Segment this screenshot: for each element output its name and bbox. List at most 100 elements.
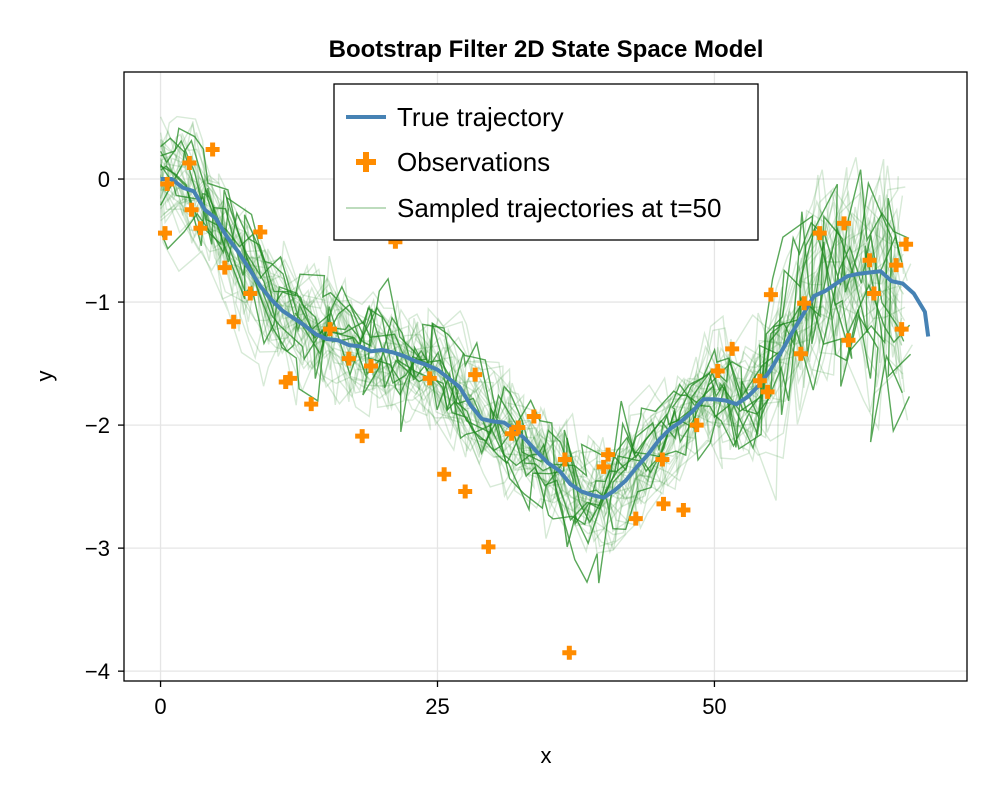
observation-point xyxy=(562,645,577,660)
observation-point xyxy=(341,351,356,366)
x-tick-label: 50 xyxy=(702,694,726,719)
observation-point xyxy=(184,202,199,217)
sampled-trajectory-line xyxy=(159,139,909,536)
sampled-trajectory-line xyxy=(159,133,900,516)
sampled-trajectory-line xyxy=(159,174,905,535)
observation-point xyxy=(899,237,914,252)
sampled-trajectory-line xyxy=(159,141,902,551)
sampled-trajectory-line xyxy=(159,139,911,526)
observation-point xyxy=(793,346,808,361)
sampled-trajectory-line xyxy=(159,139,901,526)
observation-point xyxy=(226,314,241,329)
observation-point xyxy=(422,371,437,386)
observation-point xyxy=(157,226,172,241)
observation-point xyxy=(458,484,473,499)
observation-point xyxy=(304,397,319,412)
sampled-trajectory-line xyxy=(159,180,912,522)
observation-point xyxy=(437,467,452,482)
sampled-trajectory-line xyxy=(160,165,911,478)
observation-point xyxy=(894,322,909,337)
legend: True trajectory Observations Sampled tra… xyxy=(333,83,759,241)
sampled-trajectory-line xyxy=(159,157,904,533)
observation-point xyxy=(364,359,379,374)
y-tick-label: −2 xyxy=(85,413,110,438)
plot-frame xyxy=(123,71,968,682)
y-tick-label: −3 xyxy=(85,536,110,561)
sampled-trajectory-line xyxy=(159,158,899,546)
sampled-trajectory-line xyxy=(159,116,906,526)
observation-point xyxy=(812,226,827,241)
legend-label-observations: Observations xyxy=(397,147,550,177)
observation-point xyxy=(725,341,740,356)
x-axis-label: x xyxy=(541,743,552,768)
y-tick-label: −1 xyxy=(85,290,110,315)
observation-point xyxy=(760,384,775,399)
observation-point xyxy=(628,511,643,526)
observation-point xyxy=(689,418,704,433)
observation-point xyxy=(596,459,611,474)
legend-box xyxy=(333,83,759,241)
observation-point xyxy=(355,429,370,444)
sampled-trajectory-line xyxy=(159,161,901,543)
sampled-trajectory-line xyxy=(160,203,905,523)
observation-point xyxy=(182,156,197,171)
observation-point xyxy=(481,539,496,554)
observation-point xyxy=(253,224,268,239)
observation-point xyxy=(217,260,232,275)
observation-point xyxy=(160,176,175,191)
observation-point xyxy=(862,253,877,268)
observation-point xyxy=(193,221,208,236)
y-tick-label: 0 xyxy=(98,167,110,192)
y-axis-label: y xyxy=(32,371,57,382)
observation-point xyxy=(205,142,220,157)
observation-point xyxy=(468,367,483,382)
observation-point xyxy=(837,216,852,231)
sampled-trajectory-line xyxy=(159,182,913,517)
legend-swatch-observations xyxy=(356,152,376,172)
sampled-trajectory-line xyxy=(160,144,903,548)
legend-label-true-trajectory: True trajectory xyxy=(397,102,564,132)
sampled-trajectory-line xyxy=(160,132,906,508)
chart-title: Bootstrap Filter 2D State Space Model xyxy=(329,36,764,63)
axis-ticks: 0 25 50 0 −1 −2 −3 −4 xyxy=(85,167,727,719)
observation-point xyxy=(601,447,616,462)
observation-point xyxy=(797,296,812,311)
sampled-trajectory-line xyxy=(159,122,912,515)
sampled-trajectory-line xyxy=(159,175,908,535)
observation-point xyxy=(752,373,767,388)
sampled-trajectory-line xyxy=(159,145,900,554)
observation-point xyxy=(511,420,526,435)
observation-point xyxy=(763,287,778,302)
sampled-trajectory-line xyxy=(160,137,903,531)
observations xyxy=(157,142,914,660)
observation-point xyxy=(710,363,725,378)
observation-point xyxy=(841,333,856,348)
true-trajectory-line xyxy=(160,177,931,500)
sampled-trajectory-line xyxy=(160,164,903,548)
x-tick-label: 25 xyxy=(425,694,449,719)
observation-point xyxy=(557,452,572,467)
sampled-trajectory-line xyxy=(159,163,899,506)
sampled-trajectory-line xyxy=(159,171,904,497)
sampled-trajectory-line xyxy=(159,129,901,512)
observation-point xyxy=(676,502,691,517)
y-tick-label: −4 xyxy=(85,659,110,684)
observation-point xyxy=(283,371,298,386)
observation-point xyxy=(323,322,338,337)
observation-point xyxy=(243,286,258,301)
sampled-trajectory-line xyxy=(159,132,900,495)
sampled-trajectory-line xyxy=(160,155,908,522)
sampled-trajectory-line xyxy=(160,138,906,527)
sampled-trajectory-line xyxy=(159,142,903,517)
sampled-trajectory-line xyxy=(159,167,903,496)
observation-point xyxy=(889,258,904,273)
observation-point xyxy=(866,286,881,301)
legend-label-sampled-trajectories: Sampled trajectories at t=50 xyxy=(397,193,721,223)
sampled-trajectories xyxy=(159,115,913,584)
x-tick-label: 0 xyxy=(154,694,166,719)
sampled-trajectory-line xyxy=(159,115,903,524)
observation-point xyxy=(526,409,541,424)
sampled-trajectory-line xyxy=(159,179,905,510)
sampled-trajectory-line xyxy=(160,158,901,554)
